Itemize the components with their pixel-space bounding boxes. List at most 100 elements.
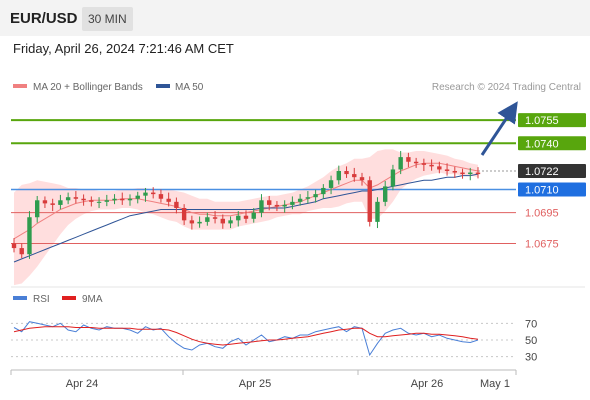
candle-body: [65, 197, 71, 201]
rsi-ma-line: [13, 326, 479, 346]
support-tag: 1.0675: [525, 238, 559, 250]
x-tick-label-apr26: Apr 26: [411, 378, 443, 390]
candle: [104, 194, 109, 207]
timeframe-button[interactable]: 30 MIN: [82, 7, 133, 31]
datetime-label: Friday, April 26, 2024 7:21:46 AM CET: [13, 41, 234, 56]
x-tick-label-apr25: Apr 25: [239, 378, 271, 390]
candle-body: [174, 201, 179, 208]
candle: [290, 196, 295, 210]
candle: [42, 196, 48, 208]
candle-body: [19, 248, 24, 255]
candle: [27, 211, 32, 259]
candle: [475, 167, 481, 179]
candle: [313, 189, 318, 203]
candle-body: [444, 169, 450, 171]
candle-body: [73, 197, 79, 199]
candle-body: [313, 194, 318, 198]
candle-body: [205, 217, 210, 222]
candle-body: [290, 201, 295, 205]
candle-body: [359, 177, 365, 181]
candle: [112, 194, 117, 205]
candle: [81, 194, 86, 206]
candle: [73, 191, 79, 204]
candle-body: [96, 201, 102, 203]
candle: [174, 197, 179, 214]
price-legend: MA 20 + Bollinger Bands MA 50 Research ©…: [13, 82, 581, 93]
rsi-line: [13, 321, 479, 357]
candle: [321, 184, 326, 199]
candle-body: [429, 164, 434, 167]
candle-body: [112, 198, 117, 201]
rsi-legend-swatch: [13, 296, 27, 300]
candle: [383, 181, 388, 207]
candle: [11, 238, 17, 253]
candle: [143, 187, 148, 202]
candle: [65, 192, 71, 205]
candle-body: [58, 200, 63, 205]
candle-body: [383, 186, 388, 202]
candle-body: [475, 172, 481, 175]
candle: [398, 150, 403, 175]
header-bar: EUR/USD 30 MIN: [0, 0, 590, 36]
candle: [468, 167, 473, 181]
candle-body: [259, 200, 264, 213]
price-panel: MA 20 + Bollinger Bands MA 50 Research ©…: [11, 82, 586, 286]
candle-body: [220, 218, 225, 224]
candle: [89, 196, 94, 207]
candle-body: [181, 208, 187, 221]
candle: [390, 164, 396, 191]
symbol-title: EUR/USD: [10, 10, 78, 27]
candle: [297, 194, 303, 206]
current-price-tag: 1.0722: [525, 166, 559, 178]
candle-body: [468, 172, 473, 175]
candle-body: [297, 198, 303, 202]
candle-body: [228, 220, 233, 224]
candle: [120, 192, 125, 205]
rsi-ma-legend-swatch: [62, 296, 76, 300]
price-tags: 1.0755 1.0740 1.0710 1.0695 1.0675 1.0722: [518, 113, 586, 250]
candle-body: [367, 180, 372, 222]
candle: [359, 172, 365, 186]
candle: [166, 192, 171, 207]
candle: [197, 216, 202, 228]
candle-body: [251, 212, 256, 219]
rsi-lines: [13, 321, 479, 357]
candle: [58, 194, 63, 210]
candle: [228, 216, 233, 229]
candle-body: [243, 215, 249, 219]
x-axis: Apr 24 Apr 25 Apr 26 May 1: [10, 369, 517, 390]
candle-body: [375, 201, 380, 222]
resistance-tag: 1.0755: [525, 115, 559, 127]
candle: [375, 197, 380, 229]
resistance-tag-bg: [518, 113, 586, 128]
candle: [189, 215, 195, 230]
candle-body: [413, 161, 419, 164]
pivot-tag: 1.0710: [525, 185, 559, 197]
candle: [336, 165, 341, 185]
candle-body: [452, 171, 457, 173]
legend-ma20-label: MA 20 + Bollinger Bands: [33, 82, 143, 93]
candle: [452, 166, 457, 178]
candle-body: [398, 157, 403, 170]
candle-body: [127, 198, 133, 201]
candle: [406, 152, 411, 168]
candle: [205, 212, 210, 226]
candle: [181, 204, 187, 225]
candle: [267, 195, 272, 211]
candle: [421, 158, 427, 171]
candle: [344, 166, 349, 178]
copyright-label: Research © 2024 Trading Central: [432, 82, 581, 93]
candle-body: [120, 198, 125, 201]
resistance-tag: 1.0740: [525, 138, 559, 150]
candle-body: [344, 171, 349, 175]
candle-body: [212, 217, 218, 219]
candle-body: [437, 166, 442, 170]
candle: [274, 201, 280, 212]
candle-body: [50, 203, 55, 205]
candle: [151, 187, 156, 199]
candle-body: [267, 200, 272, 205]
candle: [212, 211, 218, 224]
candle-body: [189, 220, 195, 224]
